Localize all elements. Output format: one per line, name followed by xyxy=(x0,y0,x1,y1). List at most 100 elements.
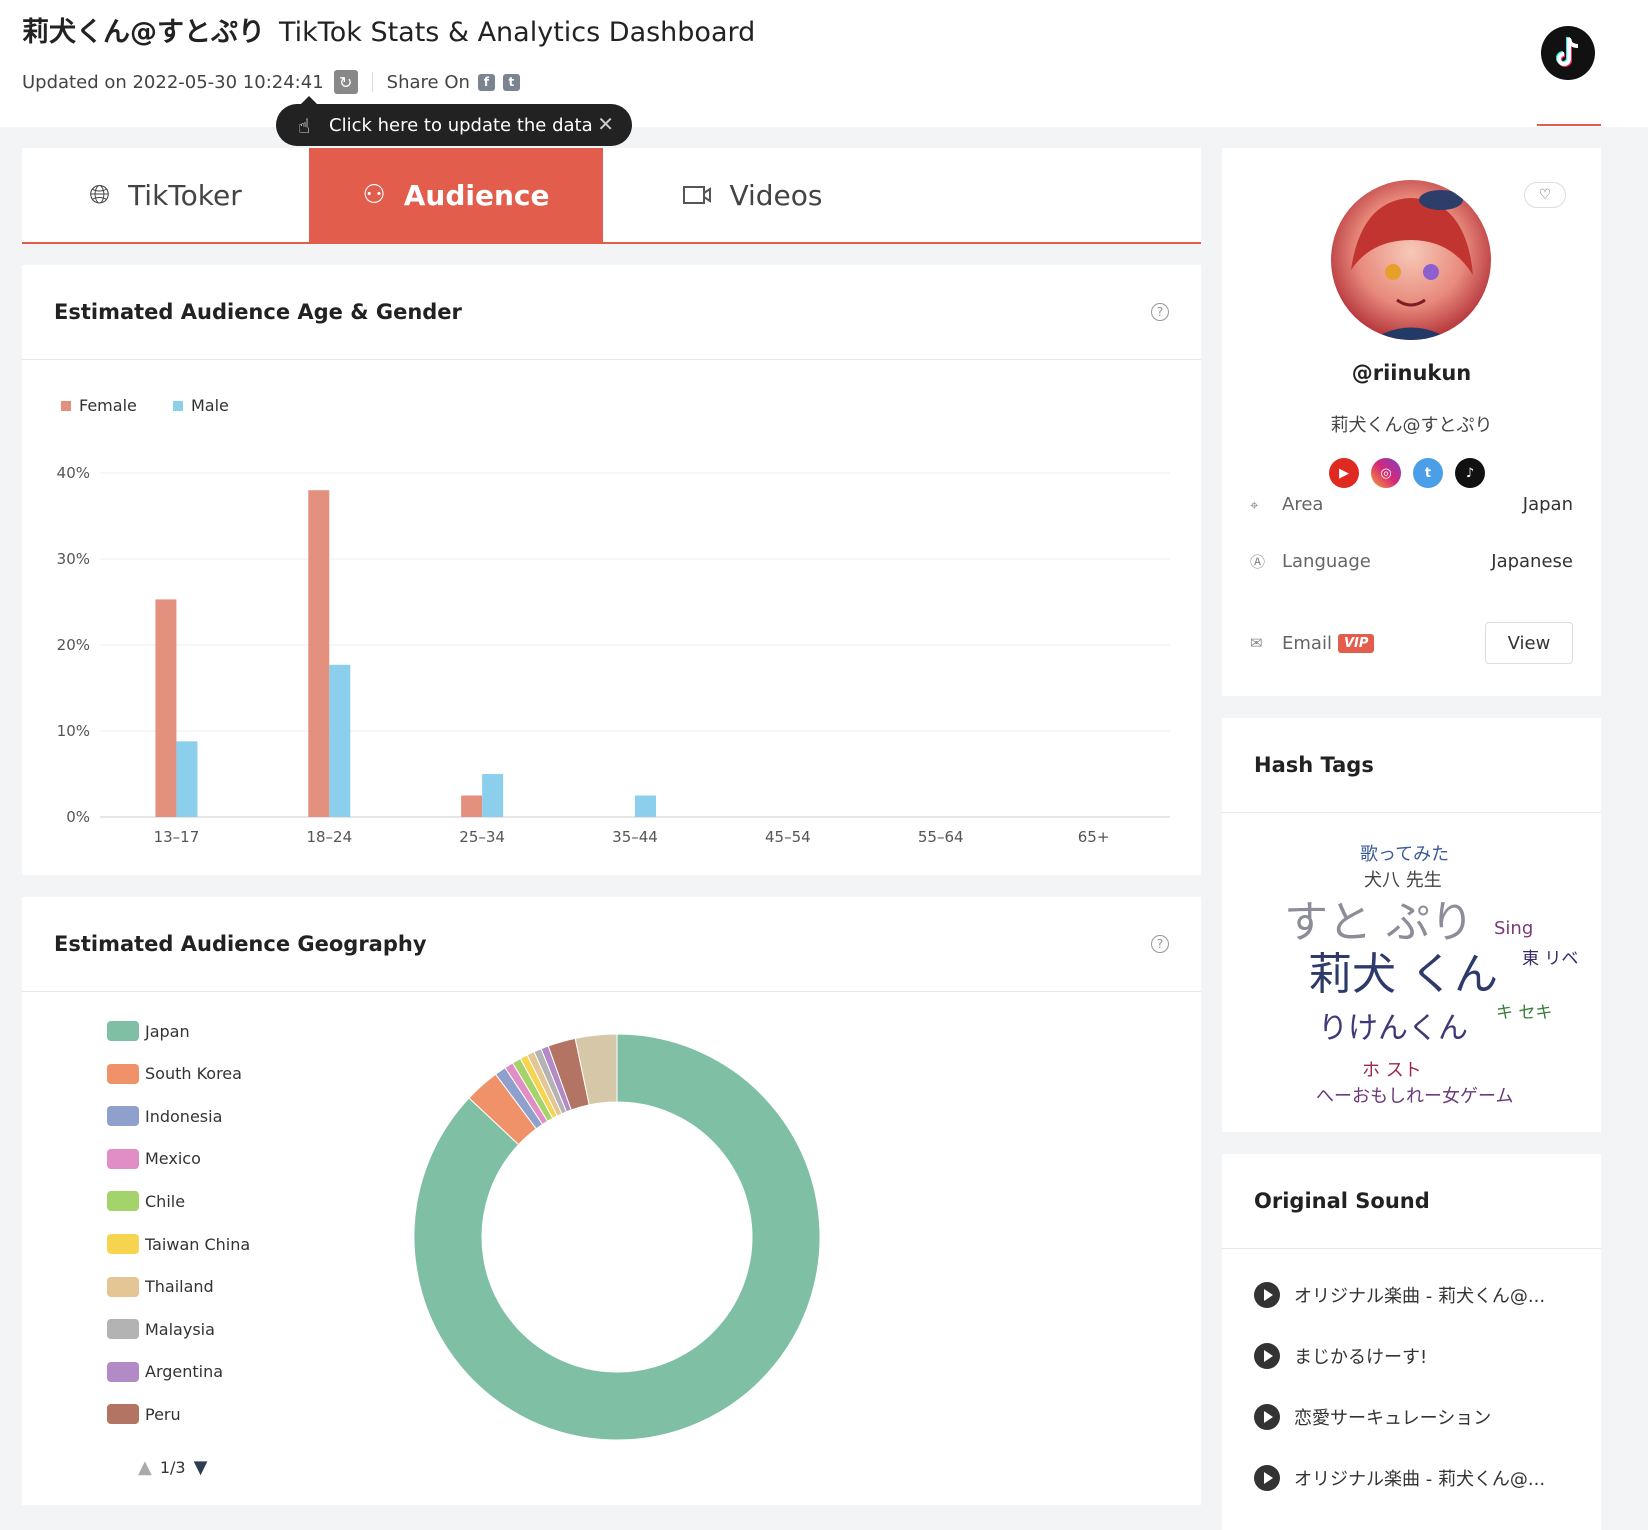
social-links: ▶ ◎ t ♪ xyxy=(1329,458,1485,488)
page-title: 莉犬くん@すとぷり TikTok Stats & Analytics Dashbo… xyxy=(22,10,755,49)
y-tick-label: 0% xyxy=(66,808,90,826)
x-tick-label: 45–54 xyxy=(765,828,811,846)
hashtags-panel: Hash Tags 歌ってみた 犬八 先生 すと ぷり Sing 東 リベ 莉犬… xyxy=(1222,718,1601,1132)
language-icon: Ⓐ xyxy=(1250,553,1266,571)
bar-male[interactable] xyxy=(176,741,198,817)
play-icon[interactable] xyxy=(1254,1343,1280,1369)
hashtag-word[interactable]: キ セキ xyxy=(1496,1003,1553,1023)
bar-female[interactable] xyxy=(155,599,177,817)
y-tick-label: 10% xyxy=(57,722,90,740)
close-icon[interactable]: ✕ xyxy=(597,112,614,136)
donut-slice-japan[interactable] xyxy=(413,1033,821,1441)
x-tick-label: 35–44 xyxy=(612,828,658,846)
bar-male[interactable] xyxy=(635,795,656,818)
tiktok-icon[interactable]: ♪ xyxy=(1455,458,1485,488)
twitter-share-icon[interactable]: t xyxy=(502,73,520,91)
legend-label: Peru xyxy=(145,1404,181,1424)
original-sound-panel: Original Sound オリジナル楽曲 - 莉犬くん@... まじかるけー… xyxy=(1222,1154,1601,1530)
panel-title: Estimated Audience Geography ? xyxy=(22,897,1201,992)
favorite-heart-icon[interactable]: ♡ xyxy=(1524,182,1566,208)
legend-item[interactable]: Chile xyxy=(107,1191,185,1212)
profile-card: ♡ @riinukun 莉犬くん@すとぷり ▶ ◎ t ♪ ⌖ Area Jap… xyxy=(1222,148,1601,696)
male-swatch xyxy=(173,400,183,411)
legend-item[interactable]: Taiwan China xyxy=(107,1234,250,1254)
pager-down-icon[interactable]: ▼ xyxy=(193,1457,208,1478)
share-label: Share On xyxy=(386,71,470,93)
tab-audience[interactable]: ⚇ Audience xyxy=(309,148,603,242)
hashtag-word[interactable]: 犬八 先生 xyxy=(1364,870,1442,891)
facebook-share-icon[interactable]: f xyxy=(477,73,495,91)
sound-item[interactable]: 恋愛サーキュレーション xyxy=(1254,1404,1491,1430)
legend-item[interactable]: Peru xyxy=(107,1404,181,1425)
donut-slice-others[interactable] xyxy=(574,1033,618,1106)
page-header: 莉犬くん@すとぷり TikTok Stats & Analytics Dashbo… xyxy=(0,0,1648,127)
legend-male[interactable]: Male xyxy=(173,396,229,415)
help-icon[interactable]: ? xyxy=(1151,935,1169,953)
hashtag-word[interactable]: へーおもしれー女ゲーム xyxy=(1316,1086,1514,1107)
legend-swatch xyxy=(107,1404,139,1425)
video-icon xyxy=(683,186,712,204)
youtube-icon[interactable]: ▶ xyxy=(1329,458,1359,488)
tiktok-logo-icon[interactable] xyxy=(1541,26,1595,80)
legend-female[interactable]: Female xyxy=(61,396,137,415)
x-tick-label: 25–34 xyxy=(459,828,505,846)
hashtag-word[interactable]: すと ぷり xyxy=(1284,897,1474,948)
legend-item[interactable]: South Korea xyxy=(107,1063,242,1084)
tab-tiktoker[interactable]: 🌐︎ TikToker xyxy=(22,148,309,242)
play-icon[interactable] xyxy=(1254,1465,1280,1491)
legend-pager: ▲ 1/3 ▼ xyxy=(138,1457,207,1478)
sound-item[interactable]: オリジナル楽曲 - 莉犬くん@... xyxy=(1254,1465,1545,1491)
play-icon[interactable] xyxy=(1254,1282,1280,1308)
legend-label: Taiwan China xyxy=(145,1234,251,1254)
hashtag-word[interactable]: りけんくん xyxy=(1318,1011,1468,1046)
legend-swatch xyxy=(107,1191,139,1212)
updated-timestamp: Updated on 2022-05-30 10:24:41 xyxy=(22,71,324,93)
instagram-icon[interactable]: ◎ xyxy=(1371,458,1401,488)
tab-videos[interactable]: Videos xyxy=(603,148,903,242)
audience-icon: ⚇ xyxy=(362,180,386,210)
email-label: Email xyxy=(1282,632,1332,654)
hashtag-word[interactable]: 東 リベ xyxy=(1522,949,1579,969)
bar-male[interactable] xyxy=(329,664,351,817)
view-email-button[interactable]: View xyxy=(1485,622,1573,664)
legend-swatch xyxy=(107,1276,139,1297)
hashtag-word[interactable]: 莉犬 くん xyxy=(1308,949,1498,1000)
pager-up-icon[interactable]: ▲ xyxy=(138,1457,152,1478)
language-row: Ⓐ Language Japanese xyxy=(1250,551,1573,572)
age-gender-title: Estimated Audience Age & Gender xyxy=(54,300,462,324)
divider xyxy=(371,72,373,92)
help-icon[interactable]: ? xyxy=(1151,303,1169,321)
legend-item[interactable]: Argentina xyxy=(107,1361,224,1382)
avatar xyxy=(1331,180,1491,340)
play-icon[interactable] xyxy=(1254,1404,1280,1430)
sound-title: 恋愛サーキュレーション xyxy=(1294,1408,1492,1429)
legend-item[interactable]: Indonesia xyxy=(107,1106,222,1127)
legend-label: Argentina xyxy=(145,1362,224,1382)
hashtag-word[interactable]: ホ スト xyxy=(1362,1060,1422,1081)
hashtag-word[interactable]: Sing xyxy=(1494,918,1534,939)
update-tooltip: ☝ Click here to update the data ✕ xyxy=(276,96,632,146)
area-value: Japan xyxy=(1522,494,1573,515)
x-tick-label: 55–64 xyxy=(918,828,964,846)
refresh-icon[interactable]: ↻ xyxy=(333,70,358,94)
legend-item[interactable]: Thailand xyxy=(107,1276,214,1297)
x-tick-label: 18–24 xyxy=(306,828,352,846)
sound-item[interactable]: オリジナル楽曲 - 莉犬くん@... xyxy=(1254,1282,1545,1308)
twitter-icon[interactable]: t xyxy=(1413,458,1443,488)
sound-item[interactable]: まじかるけーす! xyxy=(1254,1343,1427,1369)
legend-item[interactable]: Japan xyxy=(107,1021,190,1041)
bar-female[interactable] xyxy=(461,795,483,818)
vip-badge: VIP xyxy=(1337,633,1375,653)
bar-female[interactable] xyxy=(308,490,330,817)
sound-title: まじかるけーす! xyxy=(1294,1347,1428,1368)
legend-label: Male xyxy=(191,396,229,415)
bar-male[interactable] xyxy=(482,774,504,817)
hashtags-title: Hash Tags xyxy=(1254,753,1374,777)
language-label: Language xyxy=(1282,551,1371,572)
location-icon: ⌖ xyxy=(1250,495,1259,514)
hashtag-word[interactable]: 歌ってみた xyxy=(1360,844,1450,865)
legend-item[interactable]: Malaysia xyxy=(107,1319,215,1340)
area-label: Area xyxy=(1282,494,1324,515)
legend-item[interactable]: Mexico xyxy=(107,1148,201,1169)
tab-label: TikToker xyxy=(128,178,242,212)
